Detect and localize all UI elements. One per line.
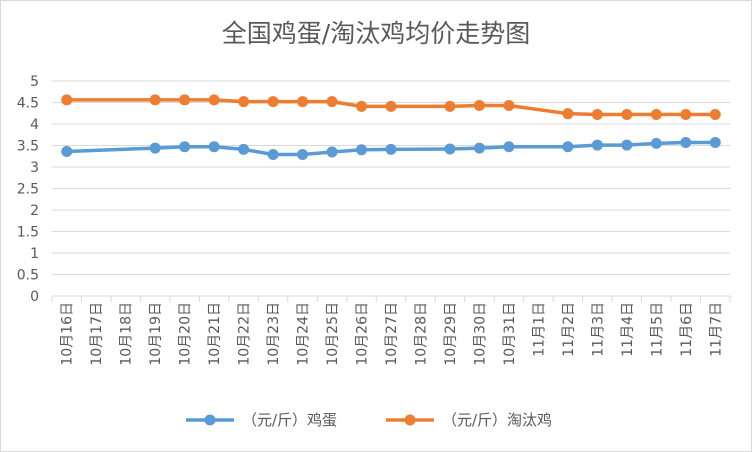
- data-point: [621, 109, 633, 121]
- data-point: [650, 109, 662, 121]
- x-tick-label: 10月16日: [60, 302, 76, 366]
- data-point: [149, 94, 161, 106]
- data-point: [444, 143, 456, 155]
- x-tick-label: 11月1日: [531, 302, 547, 357]
- x-tick-label: 11月4日: [620, 302, 636, 357]
- y-tick-label: 4.5: [17, 96, 39, 112]
- x-tick-label: 10月21日: [207, 302, 223, 366]
- x-tick-label: 10月17日: [89, 302, 105, 366]
- x-tick-label: 10月22日: [237, 302, 253, 366]
- legend-item-1: （元/斤）淘汰鸡: [386, 411, 552, 429]
- data-point: [709, 109, 721, 121]
- y-tick-label: 0: [30, 289, 39, 305]
- data-point: [326, 96, 338, 108]
- series-1: [61, 94, 721, 121]
- data-point: [709, 136, 721, 148]
- y-tick-label: 3: [30, 160, 39, 176]
- x-tick-label: 10月26日: [355, 302, 371, 366]
- x-tick-label: 11月3日: [590, 302, 606, 357]
- data-point: [267, 96, 279, 108]
- x-tick-label: 10月30日: [472, 302, 488, 366]
- data-point: [473, 100, 485, 112]
- y-tick-label: 5: [30, 74, 39, 90]
- legend: （元/斤）鸡蛋 （元/斤）淘汰鸡: [186, 411, 552, 429]
- data-point: [473, 142, 485, 154]
- legend-item-0: （元/斤）鸡蛋: [186, 411, 337, 429]
- series-layer: [61, 94, 721, 161]
- data-point: [326, 146, 338, 158]
- x-tick-label: 11月2日: [561, 302, 577, 357]
- x-tick-label: 10月23日: [266, 302, 282, 366]
- x-tick-label: 10月28日: [413, 302, 429, 366]
- data-point: [297, 149, 309, 161]
- data-point: [680, 109, 692, 121]
- x-tick-label: 11月7日: [708, 302, 724, 357]
- data-point: [503, 141, 515, 153]
- legend-label: （元/斤）鸡蛋: [242, 411, 337, 429]
- chart-title: 全国鸡蛋/淘汰鸡均价走势图: [221, 19, 531, 48]
- legend-label: （元/斤）淘汰鸡: [442, 411, 552, 429]
- data-point: [267, 149, 279, 161]
- x-tick-label: 10月27日: [384, 302, 400, 366]
- y-tick-label: 4: [30, 117, 39, 133]
- data-point: [680, 136, 692, 148]
- legend-marker: [404, 414, 416, 426]
- data-point: [208, 94, 220, 106]
- x-tick-label: 10月25日: [325, 302, 341, 366]
- data-point: [238, 96, 250, 108]
- data-point: [179, 94, 191, 106]
- data-point: [149, 142, 161, 154]
- data-point: [297, 96, 309, 108]
- data-point: [356, 100, 368, 112]
- data-point: [61, 146, 73, 158]
- x-tick-label: 10月31日: [502, 302, 518, 366]
- y-tick-label: 2: [30, 203, 39, 219]
- data-point: [503, 100, 515, 112]
- data-point: [179, 141, 191, 153]
- y-tick-label: 2.5: [17, 182, 39, 198]
- data-point: [385, 143, 397, 155]
- data-point: [356, 144, 368, 156]
- x-tick-label: 11月5日: [649, 302, 665, 357]
- data-point: [238, 143, 250, 155]
- series-0: [61, 136, 721, 161]
- y-tick-label: 1.5: [17, 225, 39, 241]
- x-tick-label: 11月6日: [679, 302, 695, 357]
- x-tick-label: 10月19日: [148, 302, 164, 366]
- data-point: [444, 100, 456, 112]
- data-point: [562, 108, 574, 120]
- data-point: [562, 141, 574, 153]
- x-axis-ticks: 10月16日 10月17日 10月18日 10月19日 10月20日 10月21日 10月2…: [60, 302, 725, 366]
- x-tick-label: 10月24日: [296, 302, 312, 366]
- data-point: [650, 137, 662, 149]
- data-point: [385, 100, 397, 112]
- data-point: [208, 141, 220, 153]
- y-axis-ticks: 0 0.5 1 1.5 2 2.5 3 3.5 4 4.5 5: [17, 74, 39, 305]
- y-tick-label: 1: [30, 246, 39, 262]
- data-point: [591, 109, 603, 121]
- data-point: [621, 139, 633, 151]
- data-point: [591, 139, 603, 151]
- gridlines: [51, 80, 731, 302]
- data-point: [61, 94, 73, 106]
- y-tick-label: 3.5: [17, 139, 39, 155]
- legend-marker: [204, 414, 216, 426]
- x-tick-label: 10月18日: [119, 302, 135, 366]
- x-tick-label: 10月29日: [443, 302, 459, 366]
- x-tick-label: 10月20日: [178, 302, 194, 366]
- y-tick-label: 0.5: [17, 268, 39, 284]
